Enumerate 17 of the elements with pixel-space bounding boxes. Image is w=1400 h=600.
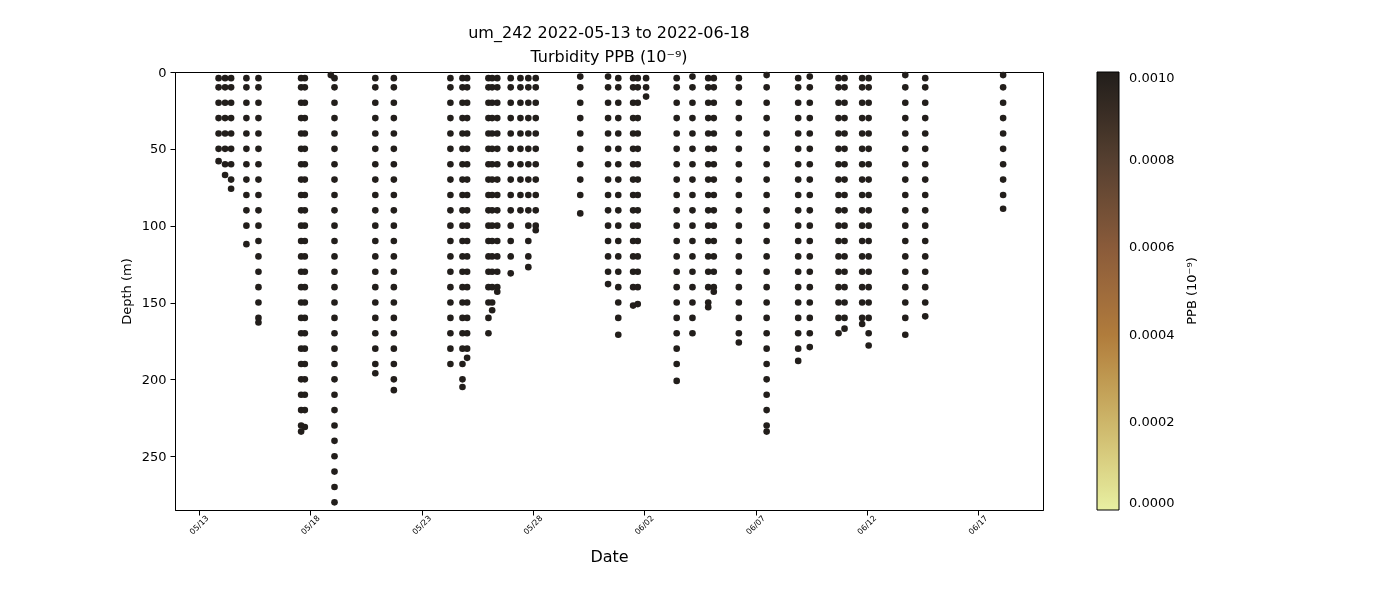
y-tick-label: 250 xyxy=(141,448,167,464)
color-bar-label: 0.0008 xyxy=(1129,151,1175,167)
y-axis-title: Depth (m) xyxy=(118,258,134,325)
chart-subtitle: Turbidity PPB (10⁻⁹) xyxy=(529,47,688,66)
y-tick-label: 100 xyxy=(141,218,167,234)
y-tick-label: 0 xyxy=(158,64,167,80)
chart-title: um_242 2022-05-13 to 2022-06-18 xyxy=(468,23,750,43)
color-bar-label: 0.0010 xyxy=(1129,70,1175,85)
y-tick-label: 150 xyxy=(141,295,167,311)
color-bar-label: 0.0006 xyxy=(1129,239,1175,255)
color-bar-label: 0.0004 xyxy=(1129,326,1175,342)
y-tick-label: 50 xyxy=(149,141,167,157)
color-bar-label: 0.0000 xyxy=(1129,495,1175,510)
color-bar-title: PPB (10⁻⁹) xyxy=(1184,257,1200,325)
color-bar-label: 0.0002 xyxy=(1129,414,1175,430)
x-axis-title: Date xyxy=(590,547,629,567)
y-tick-label: 200 xyxy=(141,371,167,387)
